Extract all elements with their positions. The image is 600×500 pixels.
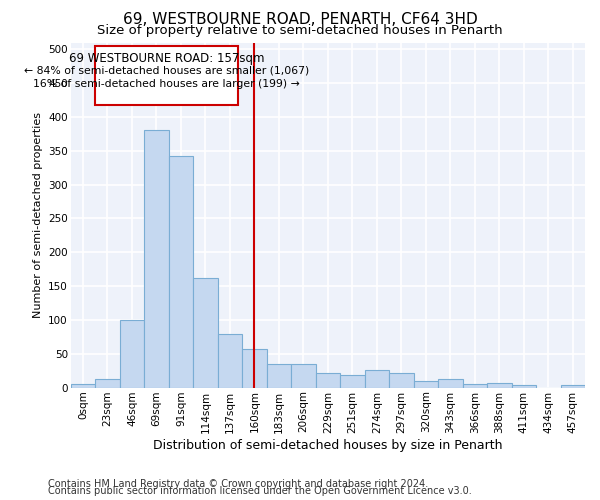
Bar [95, 379, 119, 388]
Bar [487, 383, 512, 388]
Bar [218, 334, 242, 388]
Bar [316, 373, 340, 388]
Text: Contains HM Land Registry data © Crown copyright and database right 2024.: Contains HM Land Registry data © Crown c… [48, 479, 428, 489]
Bar [71, 384, 95, 388]
Text: ← 84% of semi-detached houses are smaller (1,067): ← 84% of semi-detached houses are smalle… [24, 66, 310, 76]
Text: 69, WESTBOURNE ROAD, PENARTH, CF64 3HD: 69, WESTBOURNE ROAD, PENARTH, CF64 3HD [122, 12, 478, 28]
Bar [463, 384, 487, 388]
Bar [512, 385, 536, 388]
Bar [242, 349, 266, 388]
Bar [193, 278, 218, 388]
Bar [291, 364, 316, 388]
Text: 16% of semi-detached houses are larger (199) →: 16% of semi-detached houses are larger (… [34, 79, 300, 89]
Bar [413, 381, 438, 388]
Bar [365, 370, 389, 388]
Bar [169, 156, 193, 388]
Bar [438, 379, 463, 388]
Bar [560, 385, 585, 388]
Text: Size of property relative to semi-detached houses in Penarth: Size of property relative to semi-detach… [97, 24, 503, 37]
Bar [340, 376, 365, 388]
Text: Contains public sector information licensed under the Open Government Licence v3: Contains public sector information licen… [48, 486, 472, 496]
FancyBboxPatch shape [95, 46, 238, 105]
Bar [144, 130, 169, 388]
Bar [266, 364, 291, 388]
Y-axis label: Number of semi-detached properties: Number of semi-detached properties [32, 112, 43, 318]
Bar [119, 320, 144, 388]
Bar [389, 373, 413, 388]
X-axis label: Distribution of semi-detached houses by size in Penarth: Distribution of semi-detached houses by … [153, 440, 503, 452]
Text: 69 WESTBOURNE ROAD: 157sqm: 69 WESTBOURNE ROAD: 157sqm [69, 52, 265, 65]
